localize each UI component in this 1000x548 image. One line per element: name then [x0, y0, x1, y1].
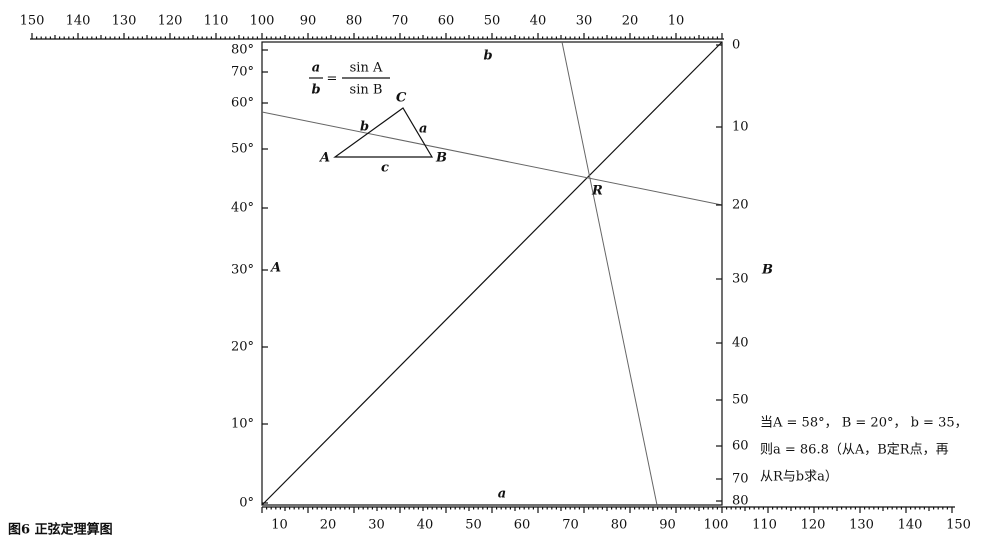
a-scale-label: 10°: [231, 417, 254, 432]
triangle-label: A: [318, 151, 330, 166]
top-scale-label: 110: [204, 14, 229, 29]
a-scale-label: 30°: [231, 263, 254, 278]
diagonal: [261, 41, 723, 506]
bottom-scale-label: 10: [271, 518, 288, 533]
bottom-scale-label: 40: [417, 518, 434, 533]
b-scale-label: 50: [732, 393, 749, 408]
bottom-label: a: [498, 487, 506, 502]
top-scale-label: 60: [438, 14, 455, 29]
bottom-scale-label: 50: [465, 518, 482, 533]
b-scale-name: B: [761, 263, 773, 278]
top-scale-label: 140: [66, 14, 91, 29]
top-scale-label: 10: [668, 14, 685, 29]
top-scale-label: 50: [484, 14, 501, 29]
a-scale-label: 60°: [231, 96, 254, 111]
top-scale-label: 30: [576, 14, 593, 29]
top-scale-label: 40: [530, 14, 547, 29]
top-scale-label: 130: [112, 14, 137, 29]
b-scale-label: 80: [732, 494, 749, 509]
a-scale-label: 80°: [231, 43, 254, 58]
triangle-label: B: [435, 151, 447, 166]
bottom-scale-label: 130: [849, 518, 874, 533]
bottom-scale-label: 100: [704, 518, 729, 533]
formula-text: sin A: [350, 61, 383, 76]
b-scale-label: 70: [732, 472, 749, 487]
b-scale-label: 30: [732, 272, 749, 287]
point-label: R: [591, 184, 603, 199]
a-scale-label: 20°: [231, 340, 254, 355]
example-text: 从R与b求a）: [760, 470, 838, 485]
b-scale-label: 40: [732, 336, 749, 351]
a-scale-label: 70°: [231, 65, 254, 80]
caption: 图6 正弦定理算图: [8, 522, 113, 538]
bottom-scale-label: 120: [801, 518, 826, 533]
triangle-label: b: [360, 120, 369, 135]
triangle-label: a: [419, 122, 427, 137]
top-scale-label: 90: [300, 14, 317, 29]
b-scale-label: 20: [732, 198, 749, 213]
formula-text: sin B: [350, 83, 383, 98]
bottom-scale-label: 60: [514, 518, 531, 533]
top-scale-label: 20: [622, 14, 639, 29]
frame: [261, 41, 723, 506]
a-scale-label: 0°: [239, 496, 254, 511]
a-scale-label: 40°: [231, 201, 254, 216]
example-text: 当A = 58°， B = 20°， b = 35，: [760, 416, 968, 431]
top-scale-label: 70: [392, 14, 409, 29]
bottom-scale-label: 110: [752, 518, 777, 533]
b-scale-label: 10: [732, 120, 749, 135]
formula-text: b: [311, 83, 320, 98]
top-label: b: [483, 49, 492, 64]
example-text: 则a = 86.8（从A，B定R点，再: [760, 443, 949, 458]
triangle-label: C: [396, 91, 407, 106]
index-line-b: [561, 41, 658, 506]
bottom-scale-label: 80: [611, 518, 628, 533]
b-scale-label: 0: [732, 38, 740, 53]
bottom-scale-label: 30: [368, 518, 385, 533]
bottom-scale-label: 90: [659, 518, 676, 533]
bottom-scale-label: 150: [946, 518, 971, 533]
a-scale-label: 50°: [231, 142, 254, 157]
bottom-scale-label: 140: [898, 518, 923, 533]
top-scale-label: 100: [250, 14, 275, 29]
b-scale-label: 60: [732, 439, 749, 454]
bottom-scale-label: 20: [320, 518, 337, 533]
index-line-a: [261, 111, 723, 206]
a-scale-name: A: [269, 261, 281, 276]
triangle: [333, 107, 434, 158]
formula-text: =: [327, 72, 338, 87]
top-scale-label: 150: [20, 14, 45, 29]
bottom-scale-label: 70: [562, 518, 579, 533]
triangle-label: c: [381, 161, 389, 176]
top-scale-label: 80: [346, 14, 363, 29]
top-scale-label: 120: [158, 14, 183, 29]
formula-text: a: [312, 61, 320, 76]
